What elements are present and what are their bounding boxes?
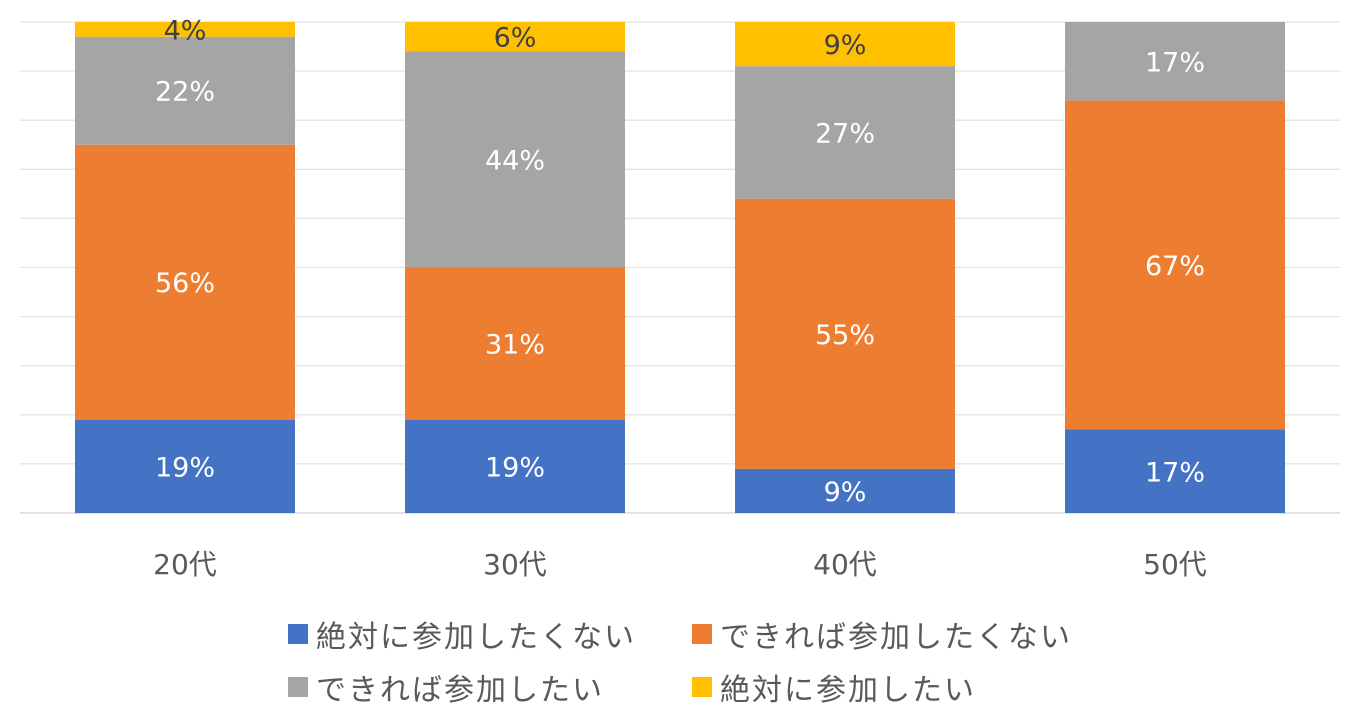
bar-segment xyxy=(735,66,955,199)
bar-segment xyxy=(1065,100,1285,430)
data-label: 17% xyxy=(1145,457,1205,488)
bar-segment xyxy=(735,198,955,469)
legend-item: 絶対に参加したい xyxy=(692,665,976,709)
stacked-bar-chart: 19% 56% 22% 4% 19% 31% 44% 6% 9% 55% 27% 9% 17% 67% 17… xyxy=(20,15,1340,581)
legend-label: できれば参加したい xyxy=(316,673,604,708)
data-label: 17% xyxy=(1145,47,1205,78)
x-tick-label: 40代 xyxy=(813,548,877,581)
data-label: 31% xyxy=(485,330,545,361)
bars xyxy=(75,22,1285,513)
data-label: 19% xyxy=(155,452,215,483)
x-tick-label: 50代 xyxy=(1143,548,1207,581)
bar-segment xyxy=(75,22,295,37)
bar-segment xyxy=(735,22,955,67)
x-tick-label: 30代 xyxy=(483,548,547,581)
data-label: 4% xyxy=(164,15,207,46)
legend-label: 絶対に参加したい xyxy=(720,673,976,708)
data-label: 56% xyxy=(155,268,215,299)
data-label: 44% xyxy=(485,145,545,176)
bar-segment xyxy=(405,267,625,420)
x-axis-tick-labels: 20代 30代 40代 50代 xyxy=(153,548,1207,581)
legend-item: 絶対に参加したくない xyxy=(288,612,636,656)
bar-segment xyxy=(75,36,295,145)
legend-item: できれば参加したくない xyxy=(692,612,1072,656)
bar-segment xyxy=(405,51,625,268)
legend-label: 絶対に参加したくない xyxy=(316,620,636,655)
bar-segment xyxy=(405,419,625,513)
legend-item: できれば参加したい xyxy=(288,665,604,709)
data-labels: 19% 56% 22% 4% 19% 31% 44% 6% 9% 55% 27% 9% 17% 67% 17… xyxy=(155,15,1205,508)
data-label: 27% xyxy=(815,118,875,149)
data-label: 9% xyxy=(824,30,867,61)
data-label: 55% xyxy=(815,320,875,351)
chart-legend: 絶対に参加したくない できれば参加したくないできれば参加したい 絶対に参加したい xyxy=(0,600,1364,710)
bar-segment xyxy=(405,22,625,52)
data-label: 19% xyxy=(485,452,545,483)
data-label: 9% xyxy=(824,477,867,508)
legend-swatch xyxy=(288,677,308,697)
data-label: 67% xyxy=(1145,251,1205,282)
legend-swatch xyxy=(692,677,712,697)
bar-segment xyxy=(75,144,295,420)
bar-segment xyxy=(1065,429,1285,513)
bar-segment xyxy=(75,419,295,513)
legend-swatch xyxy=(288,624,308,644)
data-label: 6% xyxy=(494,23,537,54)
data-label: 22% xyxy=(155,77,215,108)
x-tick-label: 20代 xyxy=(153,548,217,581)
legend-label: できれば参加したくない xyxy=(720,620,1072,655)
bar-segment xyxy=(735,468,955,513)
bar-segment xyxy=(1065,22,1285,101)
legend-swatch xyxy=(692,624,712,644)
